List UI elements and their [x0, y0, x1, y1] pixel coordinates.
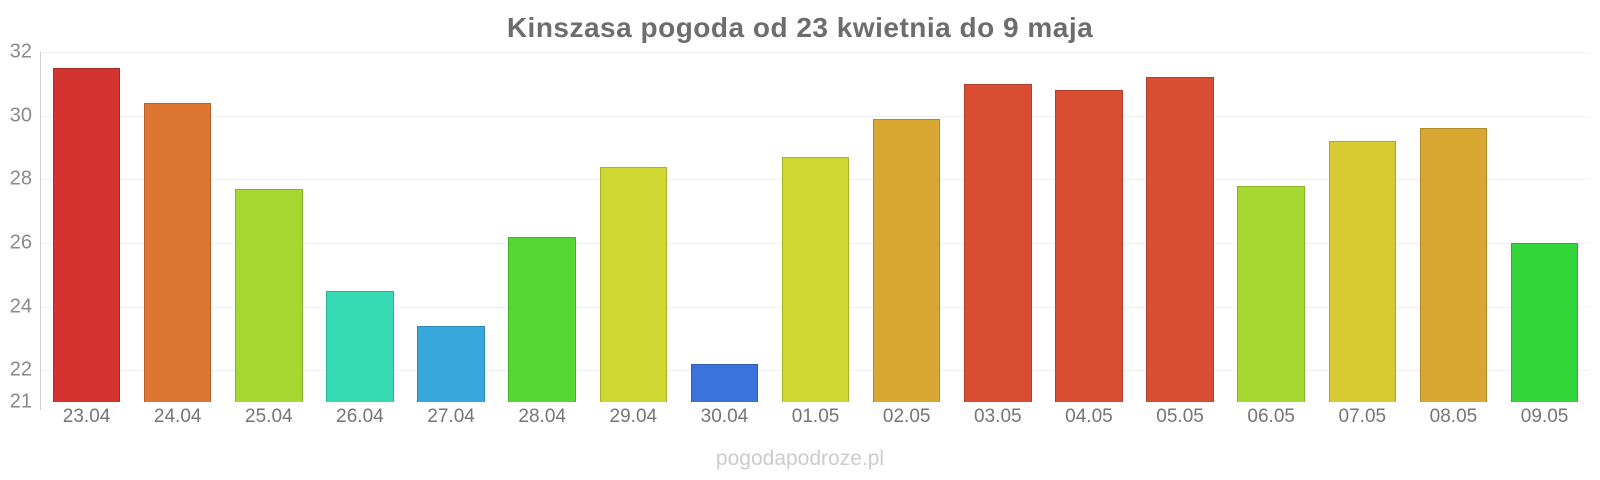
x-axis-label-30.04: 30.04: [700, 406, 749, 427]
bar-slot: [406, 52, 497, 402]
bar-09.05[interactable]: [1510, 242, 1579, 402]
x-axis-label-28.04: 28.04: [518, 406, 566, 427]
gridline-32: [40, 52, 1590, 53]
gridline-30: [40, 115, 1590, 117]
x-axis-label-23.04: 23.04: [62, 406, 111, 427]
x-axis-label-05.05: 05.05: [1156, 406, 1204, 427]
bar-27.04[interactable]: [417, 325, 485, 402]
bar-slot: [497, 52, 588, 402]
x-axis-label-09.05: 09.05: [1520, 406, 1569, 427]
y-axis-tick-label: 26: [9, 231, 32, 254]
x-axis-label-27.04: 27.04: [427, 406, 475, 427]
bar-07.05[interactable]: [1328, 141, 1397, 402]
bar-24.04[interactable]: [143, 102, 212, 402]
bar-slot: [1043, 52, 1134, 402]
bar-29.04[interactable]: [599, 166, 668, 402]
bar-slot: [770, 52, 861, 402]
y-axis-tick-label: 30: [9, 104, 32, 127]
bar-slot: [588, 52, 679, 402]
bar-slot: [861, 52, 952, 402]
watermark: pogodapodroze.pl: [715, 447, 885, 470]
y-axis-tick-label: 32: [9, 40, 32, 63]
bar-slot: [1499, 52, 1590, 402]
y-axis-tick-label: 24: [9, 295, 32, 318]
plot-area: [40, 52, 1590, 410]
bar-slot: [952, 52, 1043, 402]
bar-04.05[interactable]: [1055, 90, 1123, 402]
bar-slot: [132, 52, 223, 402]
bars-container: [41, 52, 1590, 402]
x-axis-labels: 23.04 24.04 25.04 26.04 27.04 28.04 29.04 30.04…: [41, 406, 1590, 428]
bar-23.04[interactable]: [52, 67, 121, 402]
x-axis-label-29.04: 29.04: [609, 406, 658, 427]
bar-slot: [314, 52, 405, 402]
x-axis-label-06.05: 06.05: [1247, 406, 1295, 427]
x-axis-label-01.05: 01.05: [791, 406, 840, 427]
bar-slot: [679, 52, 770, 402]
bar-26.04[interactable]: [326, 290, 394, 402]
x-axis-label-03.05: 03.05: [974, 406, 1022, 427]
bar-slot: [1408, 52, 1499, 402]
bar-slot: [1226, 52, 1317, 402]
x-axis-label-02.05: 02.05: [882, 406, 931, 427]
bar-08.05[interactable]: [1419, 128, 1488, 402]
x-axis-label-25.04: 25.04: [245, 406, 293, 427]
bar-05.05[interactable]: [1146, 77, 1214, 402]
bar-slot: [1135, 52, 1226, 402]
bar-28.04[interactable]: [508, 236, 576, 402]
bar-01.05[interactable]: [781, 157, 850, 402]
x-axis-label-26.04: 26.04: [336, 406, 384, 427]
bar-03.05[interactable]: [964, 83, 1032, 402]
bar-06.05[interactable]: [1237, 185, 1305, 402]
x-axis-label-07.05: 07.05: [1338, 406, 1387, 427]
y-axis-tick-label: 22: [9, 358, 32, 381]
x-axis-label-24.04: 24.04: [153, 406, 202, 427]
y-axis-labels: 32 30 28 26 24 22 21: [0, 41, 32, 413]
x-axis-label-04.05: 04.05: [1065, 406, 1113, 427]
y-axis-line: [40, 52, 41, 410]
y-axis-tick-label: 28: [9, 167, 32, 190]
bar-25.04[interactable]: [235, 188, 303, 402]
chart-title: Kinszasa pogoda od 23 kwietnia do 9 maja: [506, 12, 1094, 43]
bar-slot: [223, 52, 314, 402]
y-axis-tick-label: 21: [9, 390, 32, 413]
bar-slot: [1317, 52, 1408, 402]
bar-30.04[interactable]: [690, 363, 759, 402]
bar-slot: [41, 52, 132, 402]
bar-02.05[interactable]: [872, 118, 941, 402]
x-axis-label-08.05: 08.05: [1429, 406, 1478, 427]
